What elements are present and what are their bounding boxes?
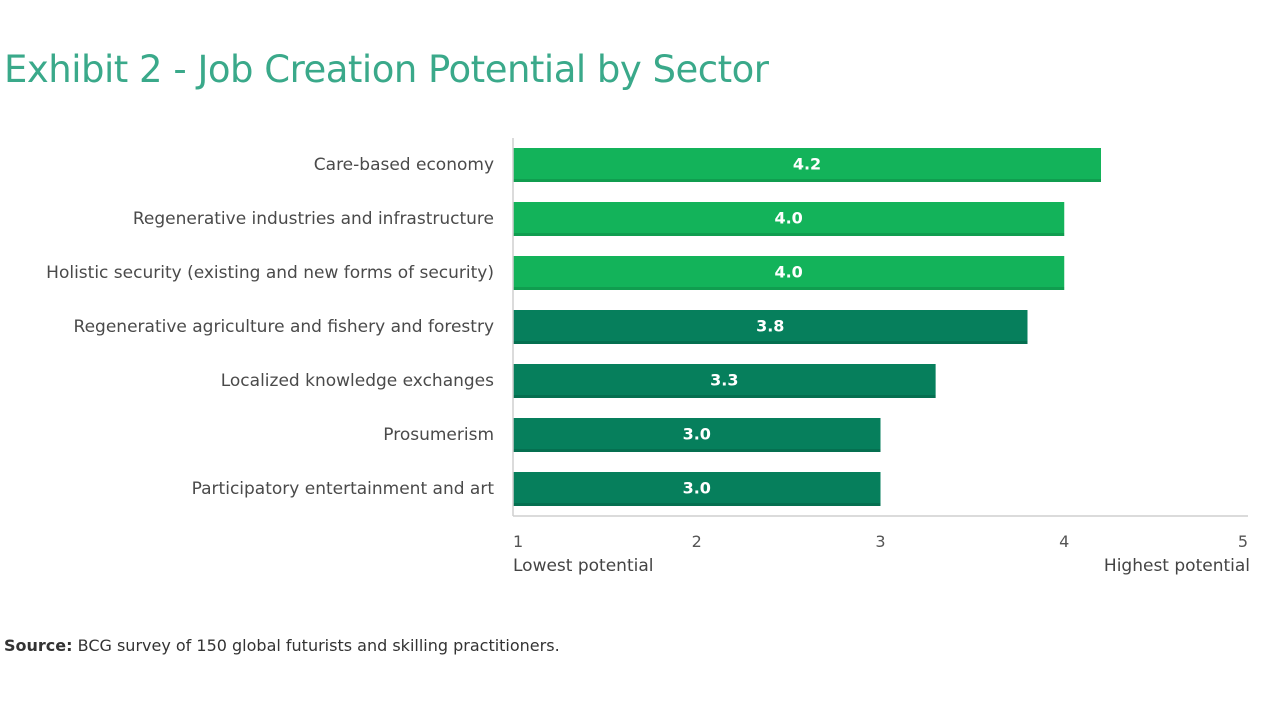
x-low-label: Lowest potential [513, 556, 653, 576]
bar-value-label: 4.2 [793, 155, 821, 174]
bar [513, 148, 1101, 182]
bar-value-label: 3.3 [710, 371, 738, 390]
category-label: Prosumerism [383, 425, 494, 445]
bar-shadow [513, 233, 1065, 236]
bar-shadow [513, 341, 1028, 344]
category-label: Regenerative industries and infrastructu… [133, 209, 494, 229]
category-label: Participatory entertainment and art [192, 479, 495, 499]
bar-value-label: 4.0 [774, 263, 802, 282]
bar [513, 202, 1065, 236]
x-tick-label: 1 [513, 532, 523, 551]
chart-title: Exhibit 2 - Job Creation Potential by Se… [4, 48, 769, 91]
bar-shadow [513, 449, 881, 452]
bar-shadow [513, 287, 1065, 290]
category-label: Holistic security (existing and new form… [46, 263, 494, 283]
bar [513, 418, 881, 452]
source-note: Source: BCG survey of 150 global futuris… [4, 636, 560, 655]
bar [513, 256, 1065, 290]
bar [513, 310, 1028, 344]
bar [513, 472, 881, 506]
bar-shadow [513, 503, 881, 506]
bar-value-label: 3.8 [756, 317, 784, 336]
source-label: Source: [4, 636, 73, 655]
bar [513, 364, 936, 398]
category-label: Localized knowledge exchanges [221, 371, 494, 391]
bar-value-label: 3.0 [683, 425, 711, 444]
x-high-label: Highest potential [1104, 556, 1250, 576]
x-tick-label: 2 [692, 532, 702, 551]
x-tick-label: 3 [875, 532, 885, 551]
bar-value-label: 4.0 [774, 209, 802, 228]
category-label: Regenerative agriculture and fishery and… [74, 317, 494, 337]
x-tick-label: 5 [1238, 532, 1248, 551]
bar-value-label: 3.0 [683, 479, 711, 498]
bar-shadow [513, 395, 936, 398]
category-label: Care-based economy [314, 155, 494, 175]
source-text: BCG survey of 150 global futurists and s… [72, 636, 560, 655]
bar-shadow [513, 179, 1101, 182]
x-tick-label: 4 [1059, 532, 1069, 551]
